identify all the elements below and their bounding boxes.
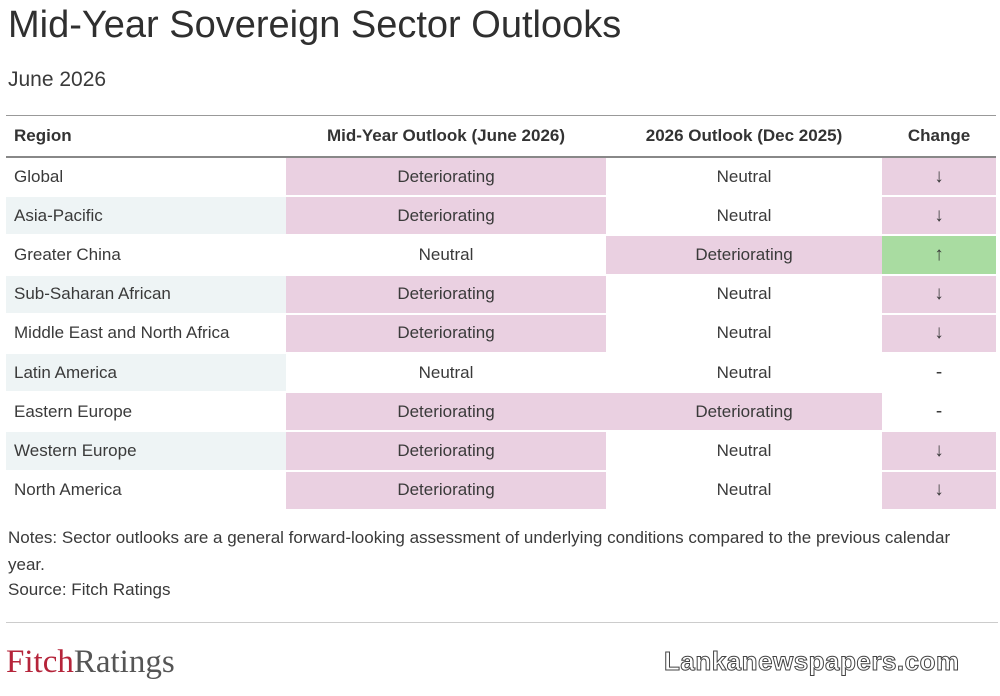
- cell: Eastern Europe: [6, 392, 286, 433]
- logo: FitchRatings: [6, 644, 175, 681]
- cell: Deteriorating: [606, 235, 882, 276]
- source: Source: Fitch Ratings: [8, 580, 171, 599]
- row: Global Deteriorating Neutral ↓: [6, 157, 996, 198]
- cell: Western Europe: [6, 431, 286, 472]
- cell: Latin America: [6, 352, 286, 394]
- row: Eastern Europe Deteriorating Deteriorating…: [6, 392, 996, 433]
- cell: ↓: [882, 470, 996, 511]
- cell: Neutral: [606, 157, 882, 198]
- cell: Neutral: [606, 274, 882, 315]
- cell: Asia-Pacific: [6, 196, 286, 237]
- cell: -: [882, 352, 996, 394]
- divider: [6, 622, 998, 623]
- row: Greater China Neutral Deteriorating ↑: [6, 235, 996, 276]
- cell: Middle East and North Africa: [6, 313, 286, 354]
- cell: ↓: [882, 157, 996, 198]
- cell: ↓: [882, 274, 996, 315]
- watermark: Lankanewspapers.com: [664, 646, 960, 677]
- cell: Deteriorating: [286, 196, 606, 237]
- cell: Global: [6, 157, 286, 198]
- notes: Notes: Sector outlooks are a general for…: [8, 528, 951, 574]
- cell: Greater China: [6, 235, 286, 276]
- title: Mid-Year Sovereign Sector Outlooks: [8, 4, 622, 46]
- row: Middle East and North Africa Deterioratin…: [6, 313, 996, 354]
- cell: ↑: [882, 235, 996, 276]
- cell: ↓: [882, 431, 996, 472]
- cell: Deteriorating: [606, 392, 882, 433]
- cell: Deteriorating: [286, 431, 606, 472]
- subtitle: June 2026: [8, 68, 107, 91]
- row: Sub-Saharan African Deteriorating Neutral ↓: [6, 274, 996, 315]
- cell: Sub-Saharan African: [6, 274, 286, 315]
- column-header: Change: [882, 115, 996, 158]
- cell: -: [882, 392, 996, 433]
- cell: Deteriorating: [286, 470, 606, 511]
- cell: North America: [6, 470, 286, 511]
- cell: Neutral: [606, 431, 882, 472]
- cell: Neutral: [606, 196, 882, 237]
- outlook-table: Region Mid-Year Outlook (June 2026) 2026…: [6, 115, 996, 511]
- cell: Deteriorating: [286, 392, 606, 433]
- cell: Neutral: [286, 235, 606, 276]
- logo-part: Fitch: [6, 644, 74, 680]
- cell: Neutral: [606, 470, 882, 511]
- column-header: Region: [6, 115, 286, 158]
- row: North America Deteriorating Neutral ↓: [6, 470, 996, 511]
- row: Western Europe Deteriorating Neutral ↓: [6, 431, 996, 472]
- logo-part: Ratings: [73, 644, 175, 680]
- cell: Neutral: [606, 313, 882, 354]
- cell: Deteriorating: [286, 274, 606, 315]
- header-row: Region Mid-Year Outlook (June 2026) 2026…: [6, 115, 996, 158]
- cell: ↓: [882, 313, 996, 354]
- cell: Neutral: [286, 352, 606, 394]
- row: Latin America Neutral Neutral -: [6, 352, 996, 394]
- column-header: Mid-Year Outlook (June 2026): [286, 115, 606, 158]
- row: Asia-Pacific Deteriorating Neutral ↓: [6, 196, 996, 237]
- cell: Deteriorating: [286, 313, 606, 354]
- cell: Neutral: [606, 352, 882, 394]
- cell: Deteriorating: [286, 157, 606, 198]
- cell: ↓: [882, 196, 996, 237]
- column-header: 2026 Outlook (Dec 2025): [606, 115, 882, 158]
